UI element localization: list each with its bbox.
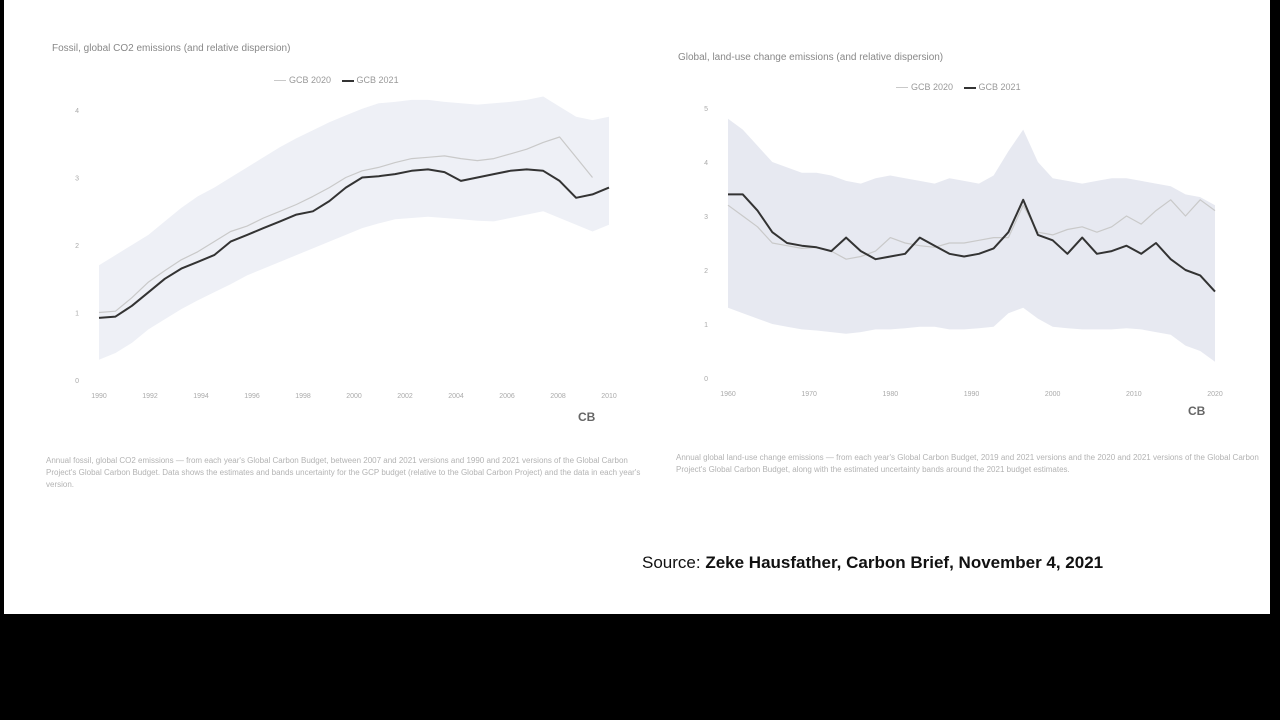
x-tick-label: 2004 — [448, 393, 464, 400]
y-tick-label: 1 — [75, 311, 79, 318]
x-tick-label: 1970 — [801, 391, 817, 398]
y-tick-label: 2 — [75, 243, 79, 250]
source-date: November 4, 2021 — [958, 553, 1104, 572]
brand-logo: CB — [1188, 404, 1206, 418]
brand-logo: CB — [578, 410, 596, 424]
x-tick-label: 1990 — [91, 393, 107, 400]
x-tick-label: 1990 — [964, 391, 980, 398]
y-tick-label: 1 — [704, 322, 708, 329]
chart-title: Global, land-use change emissions (and r… — [678, 52, 944, 63]
x-tick-label: 2008 — [550, 393, 566, 400]
y-tick-label: 4 — [75, 108, 79, 115]
chart-legend: GCB 2020 GCB 2021 — [266, 75, 399, 85]
y-tick-label: 3 — [75, 176, 79, 183]
legend-swatch — [274, 80, 286, 82]
x-tick-label: 2010 — [601, 393, 617, 400]
y-tick-label: 2 — [704, 268, 708, 275]
x-tick-label: 2006 — [499, 393, 515, 400]
y-tick-label: 4 — [704, 160, 708, 167]
series-line — [727, 199, 1216, 260]
x-tick-label: 2020 — [1207, 391, 1223, 398]
chart-legend: GCB 2020 GCB 2021 — [888, 82, 1021, 92]
x-tick-label: 2000 — [346, 393, 362, 400]
chart-left: 0 1 2 3 4 1990 1992 1994 1996 1998 2000 2002 2004 200… — [75, 96, 617, 400]
x-tick-label: 1996 — [244, 393, 260, 400]
uncertainty-band — [728, 118, 1215, 362]
x-tick-label: 2000 — [1045, 391, 1061, 398]
legend-swatch — [341, 79, 354, 82]
x-tick-label: 1980 — [883, 391, 899, 398]
series-line — [728, 193, 1216, 293]
legend-label: GCB 2021 — [356, 75, 399, 85]
x-tick-label: 2002 — [397, 393, 413, 400]
x-tick-label: 1992 — [142, 393, 158, 400]
legend-swatch — [963, 86, 976, 89]
y-tick-label: 3 — [704, 214, 708, 221]
x-tick-label: 2010 — [1126, 391, 1142, 398]
source-publication: Carbon Brief, — [846, 553, 954, 572]
source-prefix: Source: — [642, 553, 701, 572]
uncertainty-band — [99, 96, 609, 360]
x-tick-label: 1960 — [720, 391, 736, 398]
x-tick-label: 1998 — [295, 393, 311, 400]
chart-title: Fossil, global CO2 emissions (and relati… — [52, 43, 291, 54]
legend-swatch — [896, 87, 908, 89]
series-line — [98, 168, 610, 319]
y-tick-label: 0 — [704, 376, 708, 383]
source-credit: Source: Zeke Hausfather, Carbon Brief, N… — [642, 553, 1103, 573]
series-line — [98, 136, 593, 314]
y-tick-label: 5 — [704, 106, 708, 113]
source-author: Zeke Hausfather, — [705, 553, 842, 572]
y-tick-label: 0 — [75, 378, 79, 385]
chart-caption: Annual global land-use change emissions … — [676, 453, 1259, 474]
legend-label: GCB 2020 — [911, 82, 954, 92]
legend-label: GCB 2021 — [978, 82, 1021, 92]
chart-caption: Annual fossil, global CO2 emissions — fr… — [46, 456, 641, 489]
legend-label: GCB 2020 — [289, 75, 332, 85]
slide: Fossil, global CO2 emissions (and relati… — [4, 0, 1270, 614]
x-tick-label: 1994 — [193, 393, 209, 400]
chart-right: 0 1 2 3 4 5 1960 1970 1980 1990 2000 2010 2020 — [704, 106, 1223, 398]
